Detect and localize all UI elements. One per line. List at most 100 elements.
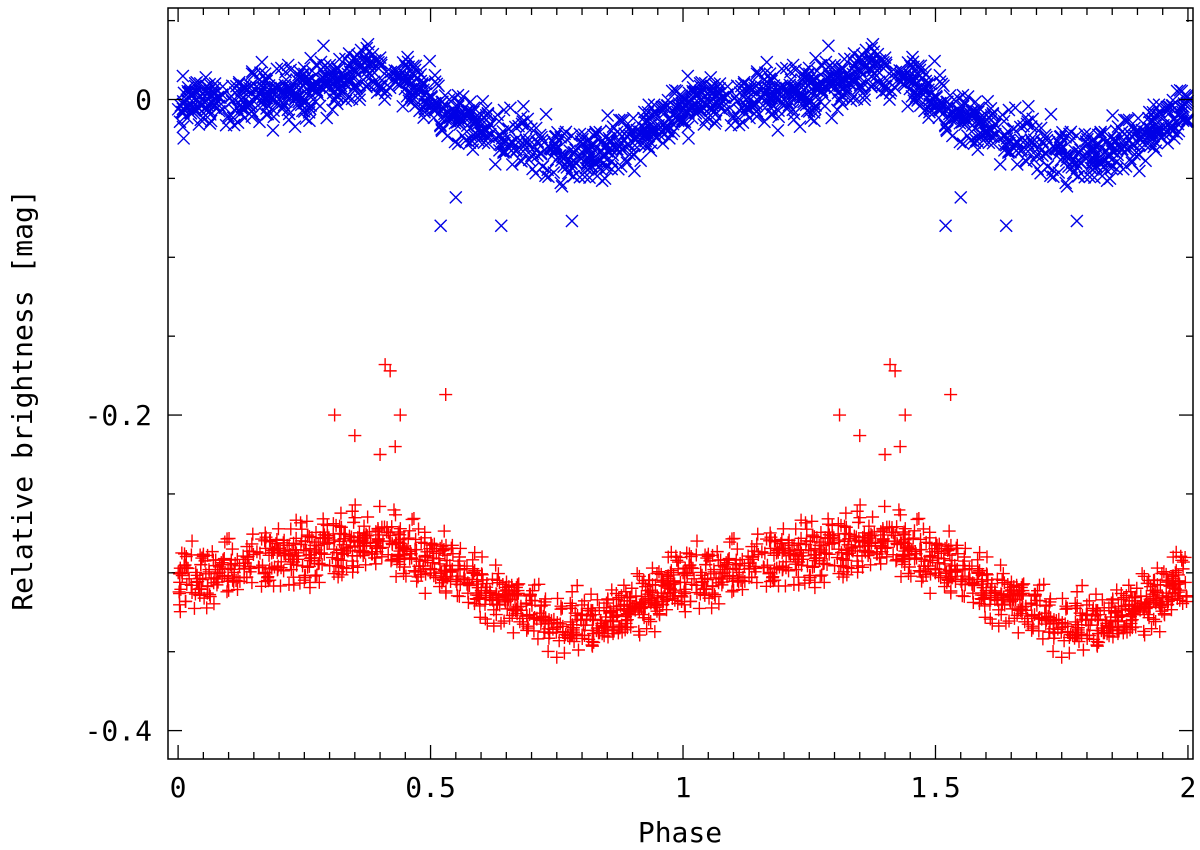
data-point-plus: [207, 576, 221, 590]
data-point-plus: [826, 529, 840, 543]
data-point-cross: [516, 136, 530, 150]
data-point-cross: [581, 142, 595, 156]
data-point-plus: [175, 569, 189, 583]
data-point-plus: [222, 583, 236, 597]
data-point-cross: [1098, 162, 1112, 176]
data-point-plus: [326, 517, 340, 531]
data-point-cross: [341, 91, 355, 105]
data-point-plus: [1110, 583, 1124, 597]
data-point-plus: [1137, 624, 1151, 638]
data-point-plus: [962, 562, 976, 576]
data-point-plus: [901, 566, 915, 580]
data-point-cross: [491, 108, 504, 122]
data-point-plus: [368, 551, 382, 565]
data-point-cross: [969, 133, 983, 147]
data-point-plus: [606, 600, 620, 614]
data-point-plus: [202, 565, 216, 579]
data-point-plus: [1015, 589, 1029, 603]
data-point-plus: [997, 576, 1011, 590]
data-point-cross: [739, 83, 753, 97]
data-point-cross: [615, 113, 629, 127]
data-point-plus: [1118, 621, 1132, 635]
data-point-cross: [648, 105, 662, 119]
data-point-plus: [735, 583, 749, 597]
data-point-plus: [532, 577, 546, 591]
data-point-cross: [1122, 113, 1136, 127]
data-point-plus: [584, 587, 598, 601]
data-point-cross: [407, 92, 421, 106]
data-point-plus: [568, 606, 582, 620]
data-point-plus: [868, 535, 882, 549]
data-point-plus: [211, 563, 225, 577]
data-point-plus: [487, 619, 501, 633]
data-point-plus: [589, 624, 603, 638]
data-point-plus: [1059, 602, 1073, 616]
data-point-cross: [870, 63, 884, 77]
data-point-cross: [1064, 149, 1078, 163]
data-point-plus: [1019, 603, 1033, 617]
data-point-plus: [1158, 608, 1172, 622]
data-point-plus: [603, 613, 617, 627]
data-point-cross: [739, 98, 753, 112]
data-point-plus: [173, 605, 187, 619]
data-point-plus: [531, 632, 545, 646]
data-point-plus: [939, 566, 953, 580]
data-point-cross: [670, 105, 684, 119]
data-point-cross: [1123, 152, 1137, 166]
data-point-plus: [550, 616, 564, 630]
data-point-plus: [180, 577, 194, 591]
data-point-plus: [736, 570, 750, 584]
data-point-cross: [1142, 105, 1156, 119]
data-point-plus: [1042, 598, 1056, 612]
data-point-cross: [854, 66, 868, 80]
data-point-plus: [722, 552, 736, 566]
data-point-plus: [199, 567, 213, 581]
data-point-cross: [274, 61, 288, 75]
data-point-plus: [510, 589, 524, 603]
data-point-plus: [839, 543, 853, 557]
data-point-cross: [914, 59, 928, 73]
data-point-plus: [184, 548, 198, 562]
data-point-plus: [243, 565, 257, 579]
data-point-plus: [231, 583, 245, 597]
data-point-cross: [603, 135, 617, 149]
data-point-cross: [922, 111, 936, 125]
data-point-plus: [914, 532, 928, 546]
data-point-plus: [642, 612, 656, 626]
data-point-cross: [763, 91, 777, 105]
data-point-plus: [848, 540, 862, 554]
data-point-cross: [428, 75, 442, 89]
data-point-plus: [851, 565, 865, 579]
data-point-cross: [1147, 140, 1161, 154]
data-point-cross: [744, 83, 758, 97]
data-point-cross: [406, 68, 420, 82]
data-point-plus: [333, 519, 347, 533]
data-point-cross: [555, 179, 569, 193]
data-point-cross: [427, 111, 441, 125]
data-point-cross: [1181, 94, 1195, 108]
data-point-plus: [489, 608, 503, 622]
data-point-plus: [373, 447, 387, 461]
data-point-cross: [208, 76, 222, 90]
data-point-plus: [1147, 612, 1161, 626]
data-point-cross: [984, 124, 998, 138]
data-point-cross: [803, 72, 817, 86]
x-tick-label: 0.5: [405, 771, 456, 804]
data-point-cross: [347, 81, 361, 95]
data-point-plus: [806, 528, 820, 542]
data-point-cross: [708, 77, 722, 91]
data-point-plus: [537, 598, 551, 612]
data-point-cross: [1132, 148, 1146, 162]
data-point-cross: [413, 104, 427, 118]
data-point-plus: [625, 581, 639, 595]
data-point-plus: [207, 597, 221, 611]
data-point-plus: [185, 586, 199, 600]
data-point-plus: [385, 538, 399, 552]
data-point-plus: [853, 511, 867, 525]
data-point-plus: [888, 364, 902, 378]
x-axis-title: Phase: [638, 816, 722, 849]
data-point-plus: [948, 565, 962, 579]
data-point-cross: [1104, 161, 1118, 175]
data-point-plus: [331, 552, 345, 566]
data-point-plus: [772, 543, 786, 557]
